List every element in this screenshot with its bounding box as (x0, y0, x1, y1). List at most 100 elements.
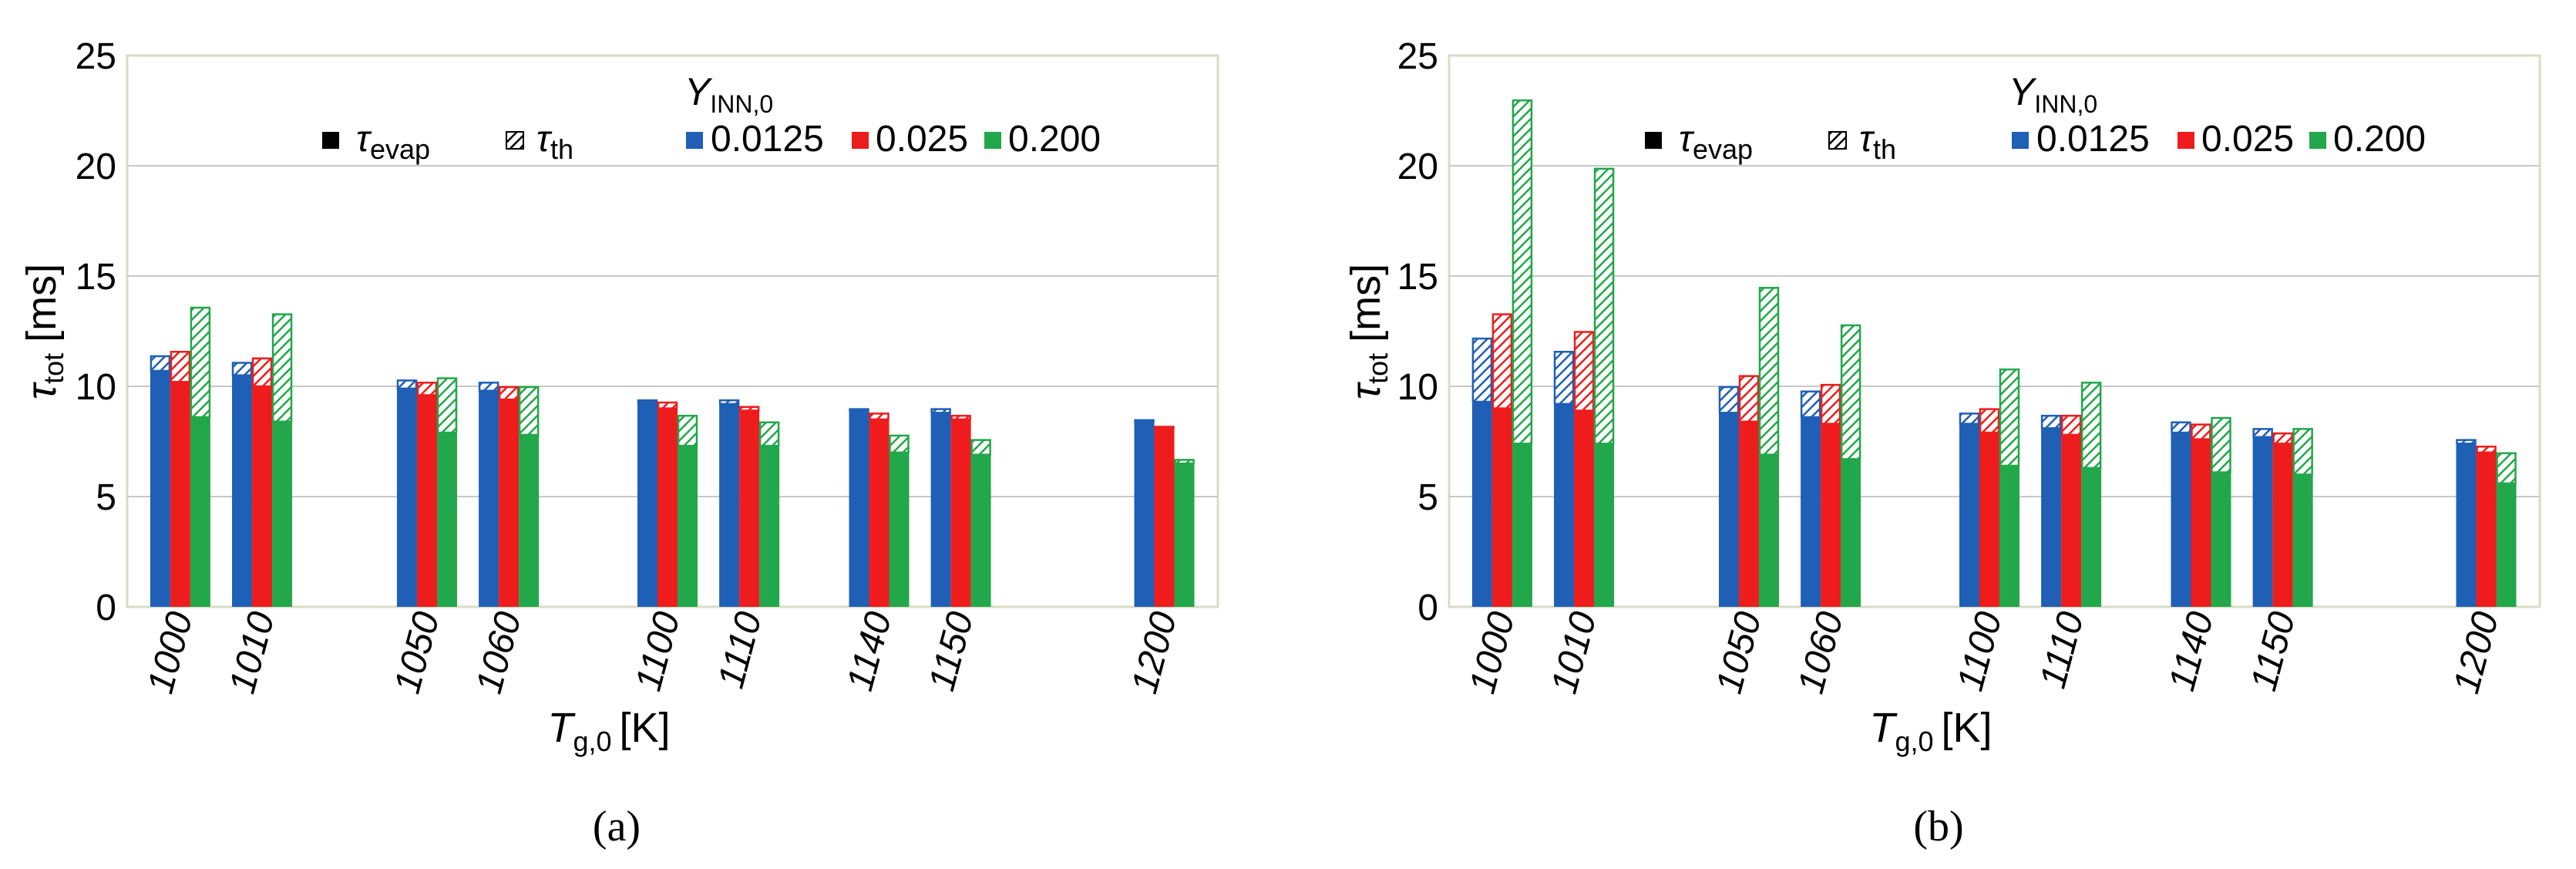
x-axis-label: Tg,0 [K] (547, 705, 670, 757)
bar-evap-0.025-1060 (1821, 423, 1841, 607)
bar-th-0.025-1100 (1979, 408, 2000, 434)
bar-th-0.200-1150 (970, 439, 991, 456)
bar-th-0.0125-1150 (930, 408, 951, 414)
x-tick-label: 1100 (628, 608, 688, 696)
y-tick-label: 0 (1417, 588, 1438, 628)
bar-th-0.0125-1200 (1134, 419, 1155, 423)
bar-evap-0.025-1200 (1154, 428, 1175, 607)
panel-label-a: (a) (593, 803, 641, 850)
bar-evap-0.025-1060 (499, 399, 520, 607)
legend-label-0.200: 0.200 (1008, 119, 1101, 160)
x-tick-label: 1100 (1950, 608, 2010, 696)
legend-label-0.025: 0.025 (2201, 119, 2294, 160)
bar-th-0.0125-1050 (1718, 386, 1740, 414)
legend-swatch-0.025 (2177, 132, 2194, 149)
bar-th-0.0125-1200 (2456, 439, 2477, 445)
bar-evap-0.025-1010 (1574, 410, 1595, 607)
bar-th-0.025-1000 (1491, 313, 1513, 409)
legend-th-swatch (506, 131, 524, 150)
y-tick-labels: 0 5 10 15 20 25 (1397, 36, 1438, 628)
bar-evap-0.0125-1150 (2252, 436, 2273, 607)
legend-th-label: τth (536, 119, 573, 165)
legend: YINN,0 τevap τth 0.0125 0.025 0.200 (322, 70, 1101, 165)
bar-evap-0.025-1050 (416, 395, 437, 607)
bar-evap-0.200-1140 (889, 452, 910, 607)
x-axis-label: Tg,0 [K] (1869, 705, 1992, 757)
bar-evap-0.0125-1000 (150, 370, 170, 607)
bar-th-0.025-1000 (170, 350, 191, 383)
bar-evap-0.200-1100 (677, 446, 698, 607)
x-tick-label: 1150 (921, 608, 981, 696)
bar-th-0.0125-1110 (718, 399, 740, 406)
x-tick-label: 1000 (1462, 608, 1523, 698)
bar-th-0.0125-1100 (1959, 413, 1980, 425)
bar-th-0.025-1140 (2191, 423, 2211, 440)
bar-evap-0.200-1200 (2496, 483, 2517, 607)
bar-evap-0.200-1000 (1512, 443, 1532, 607)
bar-th-0.200-1140 (2211, 416, 2231, 473)
bar-evap-0.0125-1000 (1471, 402, 1492, 607)
y-axis-label: τtot[ms] (1343, 264, 1394, 399)
bar-th-0.200-1100 (677, 414, 698, 447)
y-tick-label: 10 (76, 367, 116, 408)
y-tick-label: 15 (1397, 257, 1438, 298)
bar-evap-0.200-1060 (519, 434, 540, 607)
bar-th-0.0125-1100 (637, 399, 658, 403)
gridlines (1449, 165, 2540, 497)
legend-evap-label: τevap (356, 119, 430, 165)
legend-evap-swatch (1645, 132, 1662, 149)
legend-label-0.025: 0.025 (876, 119, 968, 160)
bar-th-0.200-1000 (1512, 99, 1533, 445)
bar-th-0.0125-1060 (478, 382, 499, 392)
bar-evap-0.0125-1100 (637, 402, 657, 607)
bar-evap-0.0125-1110 (2041, 428, 2062, 607)
bar-th-0.0125-1140 (2171, 421, 2191, 434)
bar-evap-0.025-1000 (1491, 408, 1512, 607)
bar-evap-0.025-1050 (1738, 421, 1759, 607)
bar-th-0.200-1060 (1840, 324, 1861, 460)
bar-evap-0.025-1150 (950, 419, 971, 607)
bar-th-0.200-1110 (758, 421, 780, 447)
x-tick-label: 1200 (1124, 608, 1185, 698)
legend-title: YINN,0 (2009, 70, 2097, 118)
x-tick-label: 1050 (1709, 608, 1770, 698)
bar-evap-0.025-1010 (252, 386, 273, 607)
bar-th-0.200-1150 (2292, 428, 2313, 476)
bar-evap-0.0125-1050 (1718, 413, 1739, 607)
bar-th-0.0125-1060 (1800, 390, 1821, 419)
bar-evap-0.0125-1100 (1959, 423, 1979, 607)
bar-evap-0.025-1140 (869, 419, 889, 607)
bar-th-0.200-1050 (1758, 287, 1780, 456)
bar-th-0.200-1060 (518, 386, 540, 436)
bar-evap-0.025-1140 (2191, 439, 2211, 607)
x-tick-label: 1010 (222, 608, 283, 698)
bar-th-0.025-1010 (251, 357, 273, 388)
bar-th-0.200-1000 (190, 306, 211, 419)
x-tick-label: 1050 (387, 608, 448, 698)
bar-th-0.200-1200 (1174, 459, 1195, 465)
bar-evap-0.025-1150 (2272, 443, 2293, 607)
y-tick-label: 20 (1397, 147, 1438, 187)
bar-th-0.0125-1010 (1553, 350, 1575, 406)
x-tick-label: 1000 (140, 608, 201, 698)
bar-th-0.200-1010 (1593, 167, 1615, 445)
x-tick-labels: 1000 1010 1050 1060 1100 1110 1140 1150 1200 (140, 608, 1185, 698)
bar-th-0.025-1140 (869, 413, 889, 421)
x-tick-label: 1110 (711, 608, 770, 692)
legend-swatch-0.200 (984, 132, 1001, 149)
bar-th-0.200-1140 (889, 434, 910, 454)
bar-th-0.025-1110 (738, 406, 760, 412)
x-tick-label: 1060 (469, 608, 530, 698)
bar-evap-0.200-1050 (1758, 454, 1779, 607)
bar-evap-0.200-1010 (272, 421, 293, 607)
bar-th-0.025-1100 (657, 401, 678, 409)
bar-th-0.025-1050 (416, 382, 438, 396)
bar-th-0.200-1050 (436, 377, 458, 434)
bar-evap-0.0125-1200 (2456, 443, 2477, 607)
bar-evap-0.0125-1010 (1554, 403, 1575, 607)
bar-evap-0.025-1000 (170, 382, 190, 607)
x-tick-label: 1110 (2033, 608, 2092, 692)
bar-th-0.0125-1110 (2040, 414, 2062, 429)
legend-label-0.200: 0.200 (2333, 119, 2426, 160)
